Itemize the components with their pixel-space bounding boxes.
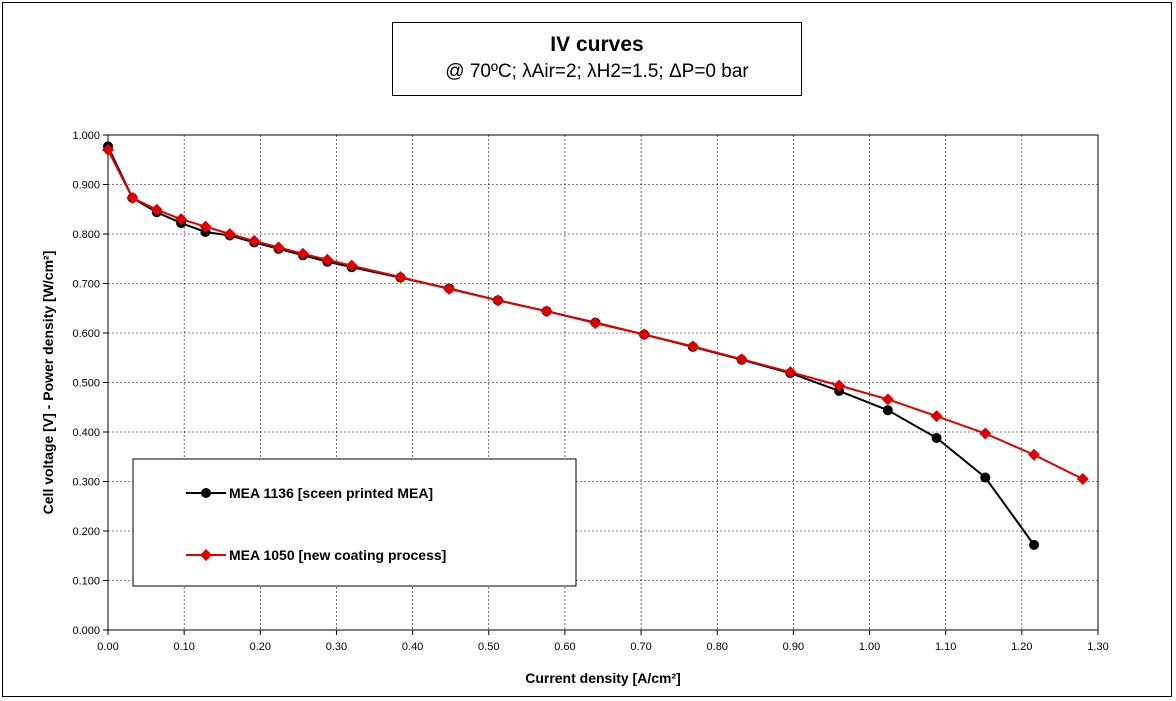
legend-marker-mea-1050 (200, 549, 212, 561)
series-1 (102, 143, 1089, 486)
chart-subtitle: @ 70ºC; λAir=2; λH2=1.5; ΔP=0 bar (445, 61, 749, 82)
x-tick-label: 0.50 (478, 641, 499, 653)
data-point (930, 410, 943, 423)
data-point (735, 353, 748, 366)
legend: MEA 1136 [sceen printed MEA] MEA 1050 [n… (132, 458, 577, 587)
y-tick-label: 0.900 (72, 180, 100, 192)
y-tick-label: 0.800 (72, 229, 100, 241)
data-point (589, 317, 602, 330)
chart-title: IV curves (550, 33, 644, 56)
data-point (102, 143, 114, 156)
series-line (107, 149, 1084, 480)
series-layer (102, 141, 1089, 550)
title-box: IV curves @ 70ºC; λAir=2; λH2=1.5; ΔP=0 … (392, 22, 802, 96)
data-point (1076, 473, 1089, 486)
x-tick-label: 0.30 (326, 641, 347, 653)
data-point (1029, 539, 1040, 550)
y-tick-label: 0.200 (72, 526, 100, 538)
data-point (931, 432, 942, 443)
data-point (686, 340, 699, 353)
y-axis-label: Cell voltage [V] - Power density [W/cm²] (40, 251, 56, 515)
data-point (248, 234, 261, 247)
y-tick-label: 1.000 (72, 130, 100, 142)
x-tick-label: 0.60 (554, 641, 575, 653)
data-point (345, 259, 358, 272)
x-axis: 0.00 0.10 0.20 0.30 0.40 0.50 0.60 0.70 0.80 0.90… (97, 630, 1109, 653)
legend-label-mea-1136: MEA 1136 [sceen printed MEA] (229, 485, 433, 501)
x-tick-label: 1.30 (1087, 641, 1108, 653)
data-point (784, 366, 797, 379)
y-tick-label: 0.300 (72, 477, 100, 489)
y-tick-label: 0.000 (72, 625, 100, 637)
data-point (1028, 448, 1041, 461)
x-tick-label: 0.20 (250, 641, 271, 653)
x-tick-label: 0.00 (97, 641, 118, 653)
x-tick-label: 0.90 (783, 641, 804, 653)
legend-marker-mea-1136 (201, 488, 211, 498)
data-point (443, 282, 456, 295)
data-point (321, 253, 334, 266)
data-point (199, 220, 212, 233)
data-point (540, 305, 553, 318)
y-tick-label: 0.600 (72, 328, 100, 340)
x-tick-label: 0.80 (707, 641, 728, 653)
legend-label-mea-1050: MEA 1050 [new coating process] (229, 547, 446, 563)
data-point (175, 213, 188, 226)
y-axis: 0.000 0.100 0.200 0.300 0.400 0.500 0.600 0.700… (72, 130, 108, 637)
data-point (150, 203, 163, 216)
legend-box (132, 458, 577, 587)
data-point (394, 271, 407, 284)
data-point (272, 241, 285, 254)
data-point (881, 393, 894, 406)
x-tick-label: 1.10 (935, 641, 956, 653)
y-tick-label: 0.100 (72, 576, 100, 588)
y-tick-label: 0.500 (72, 378, 100, 390)
x-axis-label: Current density [A/cm²] (525, 670, 681, 686)
data-point (126, 191, 139, 204)
data-point (979, 427, 992, 440)
x-tick-label: 1.20 (1011, 641, 1032, 653)
data-point (296, 247, 309, 260)
x-tick-label: 0.70 (630, 641, 651, 653)
x-tick-label: 0.40 (402, 641, 423, 653)
y-tick-label: 0.400 (72, 427, 100, 439)
data-point (980, 472, 991, 483)
data-point (491, 294, 504, 307)
data-point (223, 228, 236, 240)
data-point (638, 328, 651, 341)
x-tick-label: 1.00 (859, 641, 880, 653)
x-tick-label: 0.10 (173, 641, 194, 653)
y-tick-label: 0.700 (72, 279, 100, 291)
data-point (833, 379, 846, 392)
data-point (882, 405, 893, 416)
